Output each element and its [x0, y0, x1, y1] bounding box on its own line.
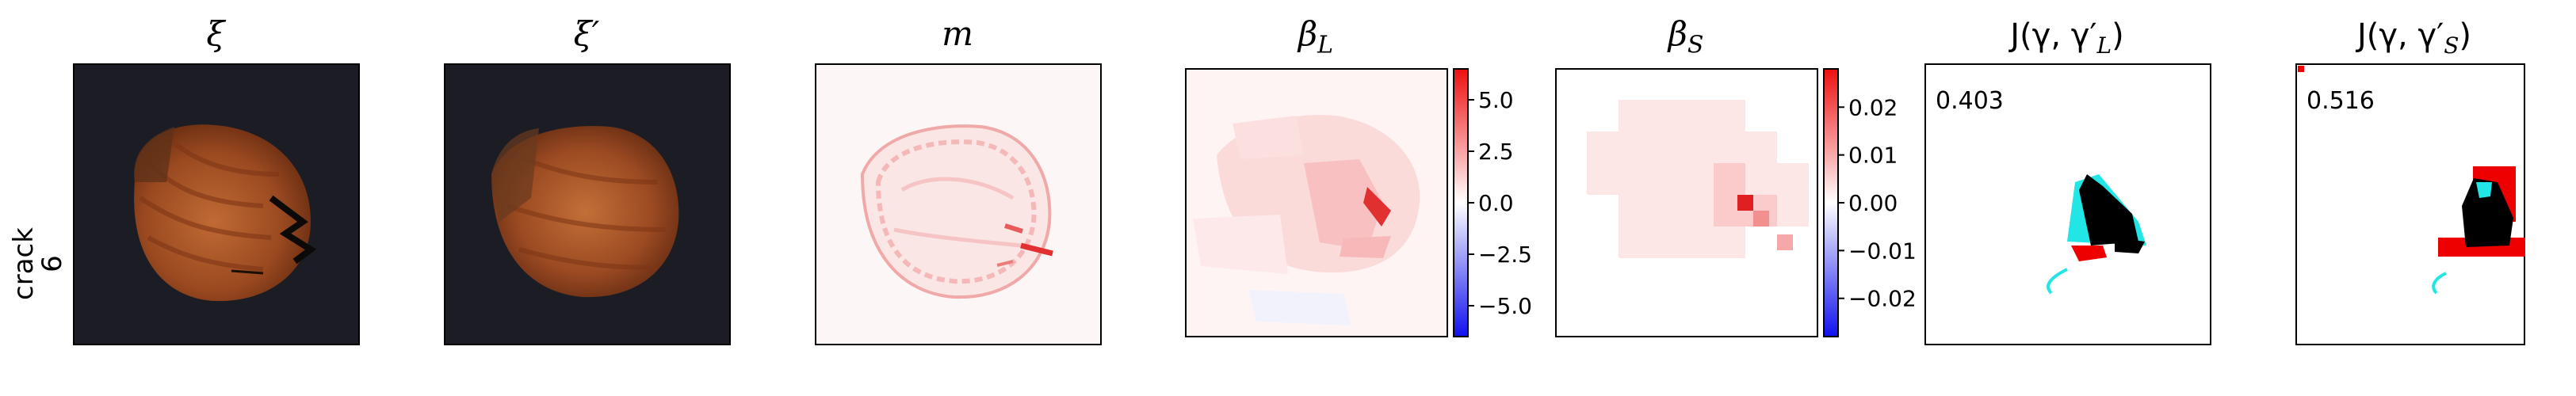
colorbar-beta-S: 0.02 0.01 0.00 −0.01 −0.02 [1823, 68, 1917, 337]
panel-title-J-S-sub: S [2444, 32, 2459, 59]
colorbar-beta-L: 5.0 2.5 0.0 −2.5 −5.0 [1453, 68, 1532, 337]
colorbar-beta-S-tick-label: −0.01 [1848, 238, 1917, 264]
panel-title-J-S-main: J(γ, γ′ [2356, 17, 2444, 54]
score-J-S: 0.516 [2307, 87, 2375, 115]
panel-J-L: J(γ, γ′L) 0.403 [1924, 0, 2211, 348]
panel-title-beta-L-sub: L [1317, 31, 1334, 59]
score-J-L: 0.403 [1936, 87, 2004, 115]
panel-title-J-L-main: J(γ, γ′ [2010, 17, 2097, 54]
panel-beta-S: βS 0.02 0.01 0.00 −0.01 −0.02 [1555, 0, 1917, 348]
panel-m: m [815, 0, 1102, 348]
row-label-line1: crack [8, 227, 40, 300]
overlay-J-L [1924, 63, 2211, 345]
panel-title-beta-S-sub: S [1687, 31, 1704, 59]
colorbar-beta-L-tick-label: −5.0 [1478, 293, 1532, 319]
colorbar-beta-S-tick-label: 0.01 [1848, 143, 1898, 169]
panel-beta-L: βL 5.0 2.5 0.0 −2.5 −5.0 [1185, 0, 1532, 348]
panel-title-J-S: J(γ, γ′S) [2295, 17, 2533, 59]
panel-title-beta-L-main: β [1298, 14, 1318, 53]
panel-title-xi-prime: ξ′ [573, 14, 600, 53]
panel-title-beta-S-main: β [1668, 14, 1687, 53]
panel-title-J-L-sub: L [2096, 32, 2112, 59]
panel-title-J-S-end: ) [2459, 17, 2472, 54]
panel-title-m: m [942, 14, 973, 53]
panel-title-beta-S: βS [1555, 14, 1817, 59]
row-label: crack 6 [3, 204, 68, 331]
row-label-line2: 6 [36, 255, 68, 272]
colorbar-beta-S-tick-label: 0.02 [1848, 94, 1898, 120]
panel-title-J-L: J(γ, γ′L) [1924, 17, 2210, 59]
photo-xi-prime [444, 63, 731, 345]
colorbar-beta-L-tick-label: 2.5 [1478, 139, 1514, 165]
panel-title-xi: ξ [206, 14, 225, 53]
overlay-J-S [2295, 63, 2525, 345]
colorbar-beta-L-tick-label: 0.0 [1478, 190, 1514, 216]
panel-title-beta-L: βL [1185, 14, 1447, 59]
panel-xi-prime: ξ′ [444, 0, 731, 348]
heatmap-m [815, 63, 1102, 345]
photo-xi [73, 63, 360, 345]
colorbar-beta-L-tick-label: −2.5 [1478, 242, 1532, 268]
colorbar-beta-S-tick-label: −0.02 [1848, 286, 1917, 312]
colorbar-beta-L-tick-label: 5.0 [1478, 87, 1514, 113]
heatmap-beta-S [1555, 68, 1818, 337]
panel-title-J-L-end: ) [2112, 17, 2124, 54]
colorbar-beta-S-tick-label: 0.00 [1848, 190, 1898, 216]
heatmap-beta-L [1185, 68, 1448, 337]
panel-J-S: J(γ, γ′S) 0.516 [2295, 0, 2576, 348]
panel-xi: ξ [73, 0, 360, 348]
